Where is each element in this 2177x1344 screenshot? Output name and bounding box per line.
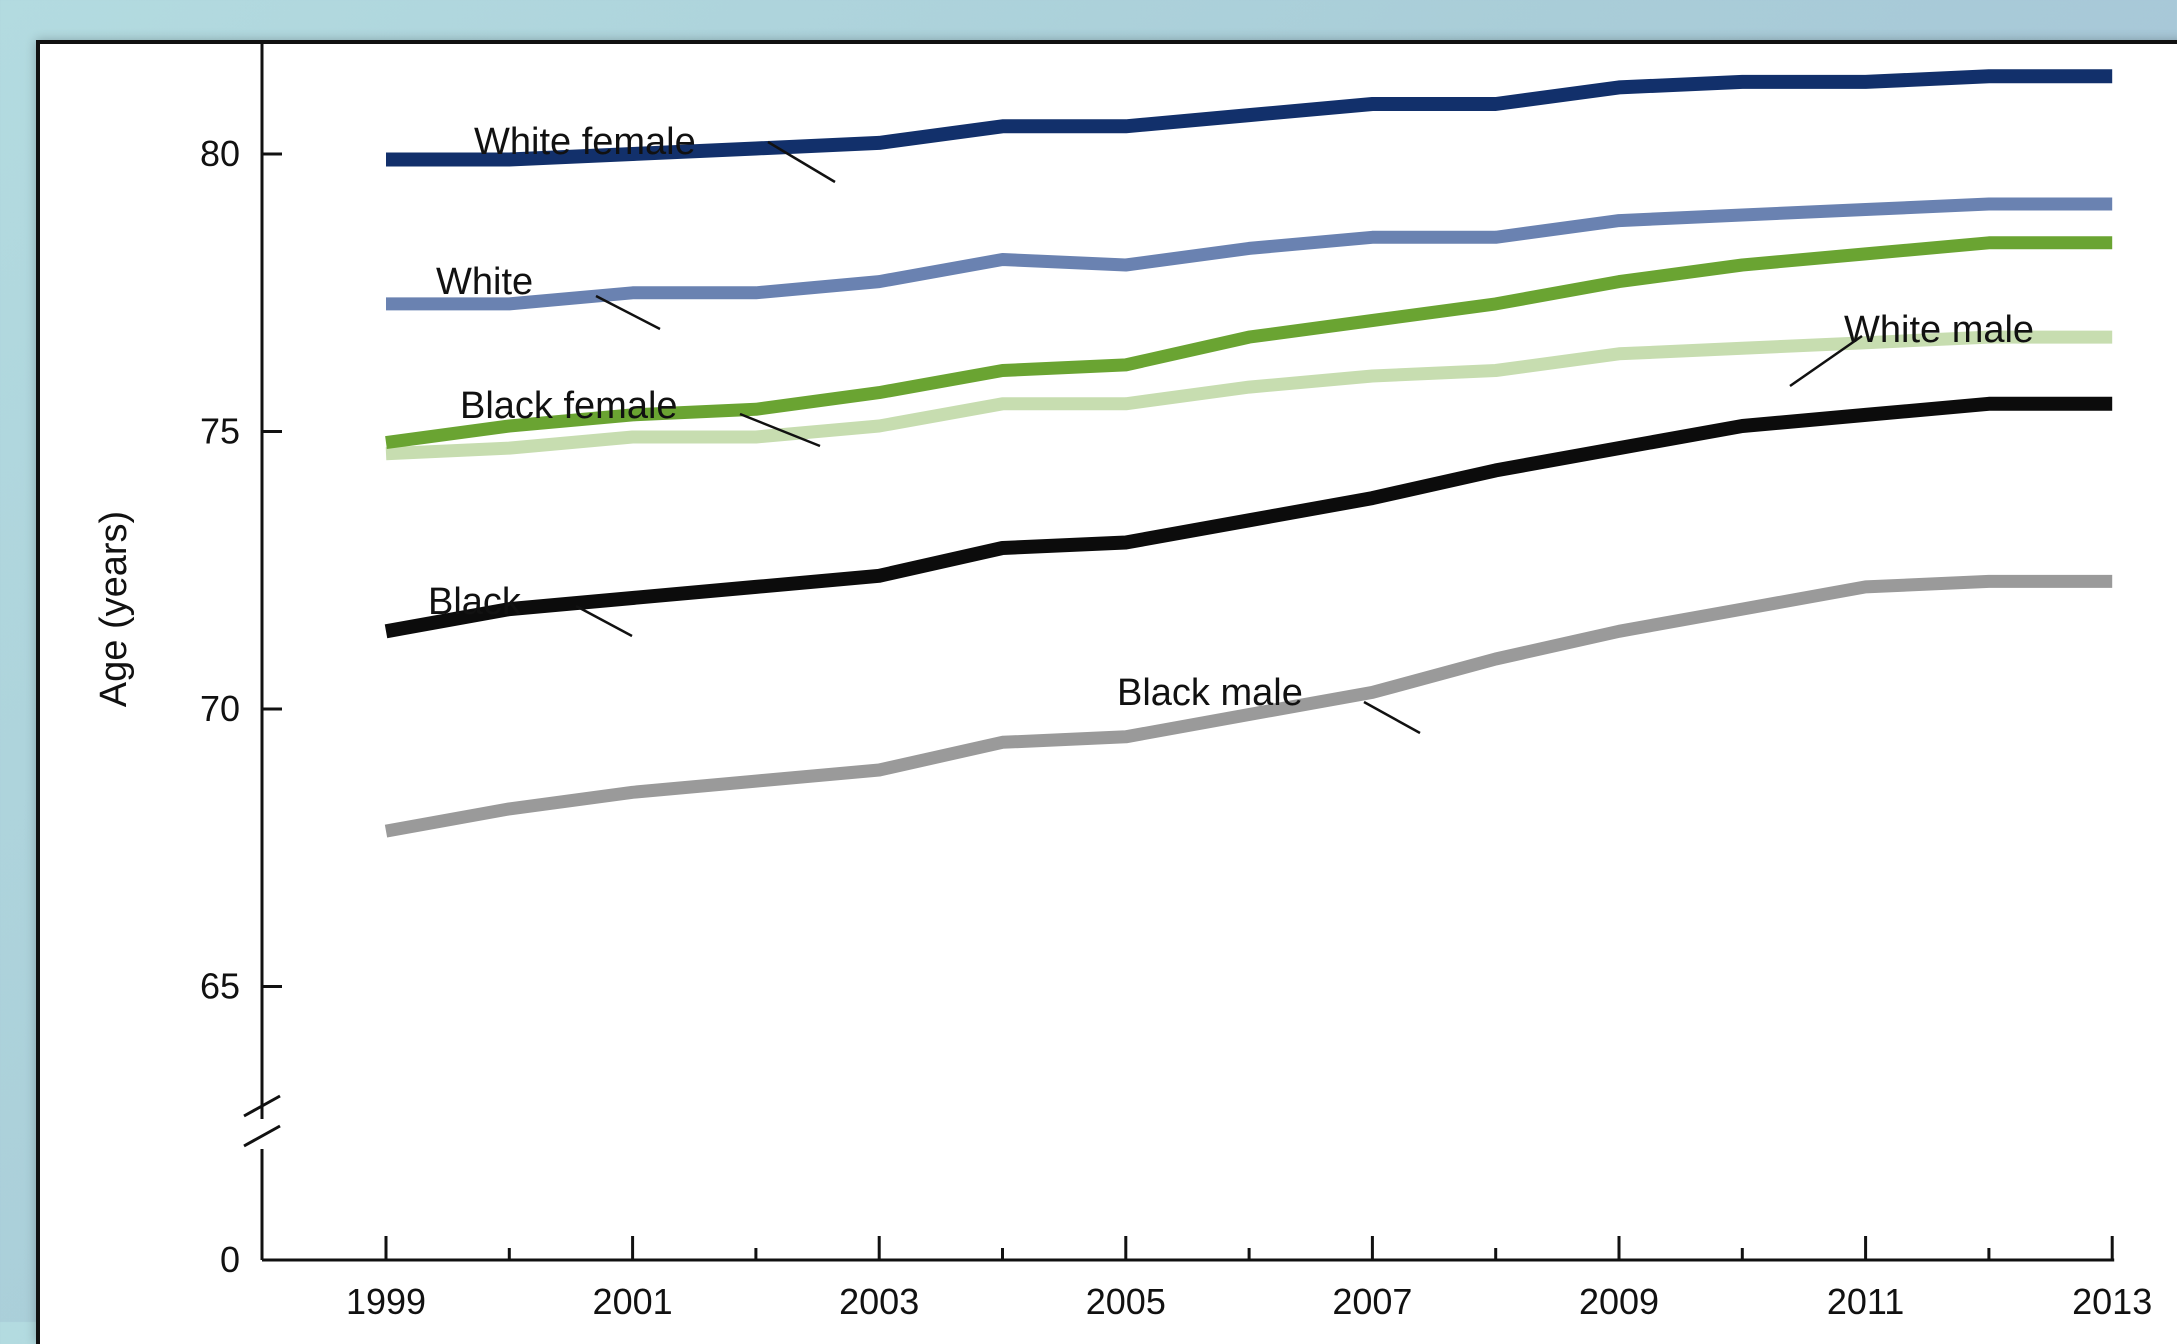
x-tick-label: 2007 xyxy=(1332,1281,1412,1322)
annotation-black-male: Black male xyxy=(1117,672,1303,714)
axis-break-mark xyxy=(243,1094,281,1118)
y-tick-label: 75 xyxy=(200,411,240,452)
leader-line-black-male xyxy=(1363,700,1421,735)
chart-frame: Age (years) 0 65 70 75 80 1999 2001 2003 2005 200… xyxy=(36,40,2177,1344)
y-tick-label: 70 xyxy=(200,688,240,729)
series-lines xyxy=(384,69,2113,838)
y-tick-label: 80 xyxy=(200,133,240,174)
y-axis-title: Age (years) xyxy=(93,511,135,707)
x-tick-label: 2009 xyxy=(1579,1281,1659,1322)
x-tick-label: 1999 xyxy=(346,1281,426,1322)
x-tick-label: 2001 xyxy=(593,1281,673,1322)
series-line-black-female xyxy=(385,236,2113,450)
annotation-white: White xyxy=(436,261,533,303)
leader-line-white-male xyxy=(1789,334,1863,388)
line-chart: Age (years) 0 65 70 75 80 1999 2001 2003 2005 200… xyxy=(93,44,2152,1322)
annotation-black: Black xyxy=(428,581,522,623)
x-tick-label: 2005 xyxy=(1086,1281,1166,1322)
x-tick-label: 2013 xyxy=(2072,1281,2152,1322)
leader-line-white-female xyxy=(767,140,836,184)
leader-line-black-female xyxy=(739,412,821,448)
x-tick-label: 2003 xyxy=(839,1281,919,1322)
axes: 0 65 70 75 80 1999 2001 2003 2005 2007 2009 2011 201… xyxy=(200,44,2152,1322)
x-tick-label: 2011 xyxy=(1827,1281,1904,1322)
leader-line-white xyxy=(595,294,661,331)
y-tick-label: 65 xyxy=(200,966,240,1007)
annotation-white-male: White male xyxy=(1844,309,2034,351)
series-line-black-male xyxy=(384,574,2113,838)
y-tick-label: 0 xyxy=(220,1239,240,1280)
series-line-white xyxy=(386,197,2113,311)
series-annotations: White female White Black female White male B… xyxy=(428,121,2034,735)
series-line-black xyxy=(384,396,2113,639)
annotation-black-female: Black female xyxy=(460,385,678,427)
annotation-white-female: White female xyxy=(474,121,696,163)
axis-break-mark xyxy=(243,1124,281,1148)
series-line-white-male xyxy=(385,330,2113,461)
leader-line-black xyxy=(575,604,633,638)
series-line-white-female xyxy=(386,69,2113,167)
